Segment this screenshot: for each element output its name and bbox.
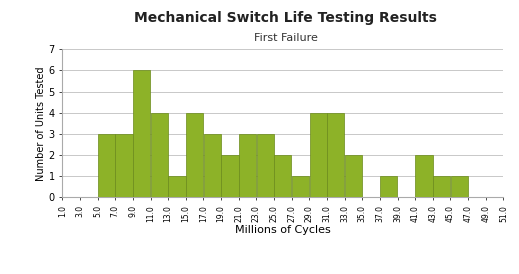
X-axis label: Millions of Cycles: Millions of Cycles (235, 225, 331, 235)
Bar (309, 113, 327, 197)
Bar (274, 155, 292, 197)
Bar (380, 176, 398, 197)
Bar (151, 113, 168, 197)
Bar (256, 134, 274, 197)
Bar (168, 176, 186, 197)
Bar (186, 113, 203, 197)
Bar (327, 113, 345, 197)
Y-axis label: Number of Units Tested: Number of Units Tested (36, 66, 46, 181)
Bar (415, 155, 433, 197)
Bar (115, 134, 133, 197)
Bar (203, 134, 221, 197)
Bar (133, 70, 151, 197)
Bar (292, 176, 309, 197)
Bar (239, 134, 256, 197)
Text: First Failure: First Failure (253, 33, 318, 43)
Bar (221, 155, 239, 197)
Bar (345, 155, 362, 197)
Text: Mechanical Switch Life Testing Results: Mechanical Switch Life Testing Results (134, 11, 437, 25)
Bar (433, 176, 450, 197)
Bar (450, 176, 468, 197)
Bar (98, 134, 115, 197)
